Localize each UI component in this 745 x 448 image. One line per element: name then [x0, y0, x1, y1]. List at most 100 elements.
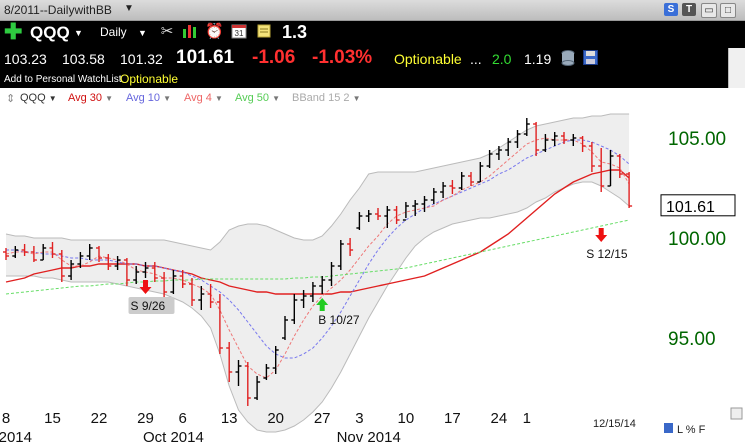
- symbol-dropdown-icon[interactable]: ▼: [74, 28, 83, 38]
- ohlc-bar: [114, 256, 121, 270]
- ohlc-bar: [393, 206, 400, 224]
- y-tick-label: 100.00: [668, 229, 726, 250]
- ohlc-bar: [412, 200, 419, 216]
- x-tick-label: 6: [179, 410, 187, 427]
- ohlc-bar: [561, 132, 567, 144]
- ohlc-bar: [616, 154, 623, 178]
- legend-bband[interactable]: BBand 15 2 ▼: [292, 92, 361, 104]
- note-icon[interactable]: [255, 23, 273, 41]
- x-tick-label: 17: [444, 410, 461, 427]
- ohlc-bar: [607, 150, 614, 187]
- ohlc-bar: [226, 342, 233, 382]
- tv-icon[interactable]: T: [682, 3, 696, 16]
- optionable-label: Optionable: [394, 51, 462, 67]
- bband-fill: [6, 114, 630, 432]
- symbol-field[interactable]: QQQ: [30, 23, 70, 42]
- last-price-label: 101.61: [666, 199, 715, 216]
- y-axis: 105.00 100.00 95.00 101.61: [660, 129, 736, 350]
- chevron-down-icon[interactable]: ▼: [124, 3, 134, 14]
- ohlc-bar: [347, 238, 354, 256]
- series-avg-50: [5, 219, 630, 295]
- ohlc-bar: [170, 270, 177, 294]
- add-symbol-icon[interactable]: ✚: [4, 19, 23, 44]
- month-label: Oct 2014: [143, 429, 204, 446]
- x-tick-label: 13: [221, 410, 238, 427]
- x-tick-label: 3: [355, 410, 363, 427]
- quote-panel: 8/2011--DailywithBB ▼ S T ▭ □ ✚ QQQ ▼ Da…: [0, 0, 745, 88]
- x-tick-label: 8: [2, 410, 10, 427]
- service-s-icon[interactable]: S: [664, 3, 678, 16]
- series-avg-10: [6, 139, 630, 359]
- period-select[interactable]: Daily: [100, 25, 127, 39]
- ohlc-bar: [235, 360, 242, 386]
- ohlc-bar: [58, 250, 65, 282]
- ohlc-bar: [151, 262, 158, 282]
- legend-avg4[interactable]: Avg 4 ▼: [184, 92, 223, 104]
- high-value: 103.58: [62, 51, 105, 67]
- ohlc-bar: [244, 362, 251, 406]
- footer-controls[interactable]: L % F: [677, 424, 706, 436]
- add-watchlist-link[interactable]: Add to Personal WatchList: [4, 74, 122, 85]
- ohlc-bar: [40, 244, 47, 261]
- up-arrow-icon: [316, 298, 329, 311]
- x-tick-label: 1: [523, 410, 531, 427]
- minimize-icon[interactable]: ▭: [701, 3, 717, 18]
- draw-tools-icon[interactable]: ✂: [160, 23, 174, 40]
- ohlc-bar: [133, 266, 140, 284]
- bband-upper-line: [5, 113, 630, 251]
- legend-symbol[interactable]: QQQ ▼: [20, 92, 57, 104]
- ohlc-bar: [272, 346, 279, 374]
- x-tick-label: 10: [398, 410, 415, 427]
- ohlc-bar: [486, 150, 493, 168]
- chart-settings-icon[interactable]: [664, 423, 673, 433]
- ohlc-bar: [21, 244, 28, 256]
- save-icon[interactable]: [583, 50, 598, 68]
- watchlist-row: Add to Personal WatchList Optionable: [0, 72, 745, 88]
- ohlc-bar: [291, 294, 298, 324]
- ellipsis-label: ...: [470, 51, 482, 67]
- sell-signal: S 12/15: [586, 228, 628, 261]
- layout-title[interactable]: 8/2011--DailywithBB: [4, 3, 112, 17]
- bollinger-band: [5, 113, 630, 433]
- ohlc-bar: [30, 246, 37, 262]
- ohlc-bar: [356, 212, 363, 230]
- ohlc-bar: [514, 130, 521, 148]
- pencil-icon[interactable]: [730, 407, 743, 420]
- sell-signal: S 9/26: [128, 280, 175, 314]
- chart-footer: 12/15/14 L % F: [593, 407, 743, 436]
- side-scrollbar[interactable]: [728, 48, 745, 88]
- svg-text:31: 31: [235, 29, 244, 38]
- last-price: 101.61: [176, 47, 235, 68]
- ohlc-bar: [189, 278, 195, 306]
- price-chart[interactable]: S 9/26B 10/27S 12/15 105.00100.0095.0010…: [0, 108, 745, 448]
- legend-avg30[interactable]: Avg 30 ▼: [68, 92, 114, 104]
- ohlc-bar: [68, 260, 75, 280]
- database-icon[interactable]: [561, 50, 575, 69]
- ohlc-bar: [105, 254, 112, 270]
- maximize-icon[interactable]: □: [720, 3, 736, 18]
- legend-avg50[interactable]: Avg 50 ▼: [235, 92, 281, 104]
- period-dropdown-icon[interactable]: ▼: [138, 28, 147, 38]
- ohlc-bar: [300, 290, 307, 308]
- ohlc-bar: [375, 208, 381, 220]
- ohlc-bar: [533, 122, 540, 156]
- indicator-icon[interactable]: [181, 23, 199, 41]
- legend-avg10[interactable]: Avg 10 ▼: [126, 92, 172, 104]
- ohlc-bar: [402, 202, 409, 221]
- price-bars: [3, 118, 633, 406]
- calendar-icon[interactable]: 31: [230, 23, 248, 41]
- ohlc-bar: [598, 148, 605, 192]
- ohlc-bar: [505, 138, 512, 156]
- ohlc-bar: [161, 272, 168, 300]
- ohlc-bar: [254, 376, 261, 400]
- x-tick-label: 20: [267, 410, 284, 427]
- move-handle-icon[interactable]: ⇕: [6, 93, 16, 105]
- last-price-box: [660, 194, 736, 217]
- x-tick-label: 24: [491, 410, 508, 427]
- down-arrow-icon: [139, 280, 152, 294]
- series-avg-4: [5, 137, 630, 379]
- ohlc-bar: [458, 172, 465, 190]
- down-arrow-icon: [595, 228, 608, 242]
- alarm-clock-icon[interactable]: ⏰: [205, 23, 224, 40]
- ohlc-bar: [86, 244, 93, 260]
